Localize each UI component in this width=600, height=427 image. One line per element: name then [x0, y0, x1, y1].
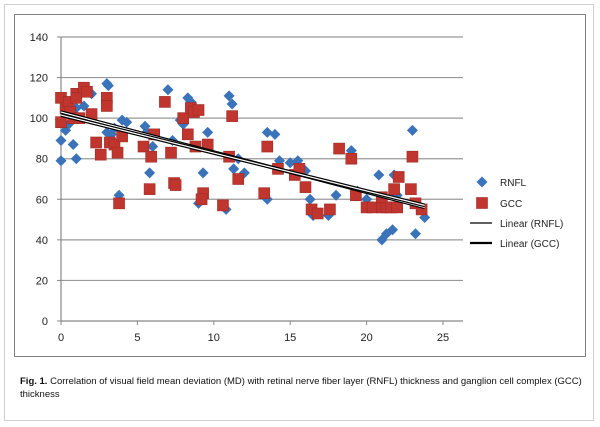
legend-label: GCC: [500, 199, 522, 210]
rnfl-point: [261, 126, 273, 138]
rnfl-point: [387, 224, 399, 236]
gcc-point: [345, 152, 358, 165]
gcc-point: [182, 128, 194, 141]
rnfl-point: [409, 228, 421, 240]
y-tick-label: 20: [36, 275, 48, 287]
gcc-point: [226, 110, 238, 122]
x-tick-label: 15: [284, 332, 296, 344]
rnfl-point: [70, 153, 82, 165]
gcc-point: [232, 173, 245, 185]
caption-text: Correlation of visual field mean deviati…: [20, 376, 582, 400]
gcc-point: [391, 201, 403, 214]
figure-caption: Fig. 1. Correlation of visual field mean…: [20, 375, 590, 401]
gcc-point: [217, 199, 229, 212]
gcc-point: [165, 146, 177, 159]
rnfl-point: [304, 193, 316, 205]
gcc-point: [406, 150, 419, 163]
legend-marker-gcc: [476, 197, 488, 209]
rnfl-point: [147, 141, 159, 153]
gcc-point: [388, 183, 400, 195]
x-tick-label: 0: [58, 332, 64, 344]
series-gcc: [55, 81, 428, 220]
rnfl-point: [197, 167, 209, 179]
legend-label: Linear (GCC): [500, 239, 559, 250]
rnfl-point: [228, 163, 240, 175]
rnfl-point: [162, 84, 174, 96]
rnfl-point: [406, 124, 418, 136]
y-tick-label: 60: [36, 194, 48, 206]
rnfl-point: [284, 157, 296, 169]
gcc-point: [94, 148, 107, 161]
trendline-gcc: [60, 114, 425, 206]
y-tick-label: 0: [42, 316, 48, 328]
y-tick-label: 120: [30, 73, 48, 85]
gcc-point: [405, 183, 417, 195]
gcc-point: [261, 140, 274, 153]
gcc-point: [258, 187, 271, 199]
legend-label: Linear (RNFL): [500, 219, 563, 230]
gcc-point: [299, 181, 312, 193]
gcc-point: [311, 207, 324, 220]
gcc-point: [101, 100, 113, 112]
gcc-point: [195, 193, 208, 206]
gcc-point: [70, 92, 83, 104]
x-tick-label: 20: [360, 332, 372, 344]
chart-area: [14, 14, 586, 357]
y-tick-label: 40: [36, 235, 48, 247]
gcc-point: [113, 197, 125, 210]
x-tick-label: 5: [134, 332, 140, 344]
rnfl-point: [223, 90, 235, 102]
rnfl-point: [67, 139, 79, 151]
gcc-point: [145, 150, 157, 163]
gcc-point: [159, 96, 171, 108]
rnfl-point: [102, 80, 114, 92]
rnfl-point: [226, 98, 238, 110]
gcc-point: [137, 140, 150, 153]
y-tick-label: 100: [30, 113, 48, 125]
gcc-point: [169, 179, 182, 191]
gcc-point: [324, 203, 336, 216]
legend-label: RNFL: [500, 178, 527, 189]
rnfl-point: [373, 169, 385, 181]
gcc-point: [333, 142, 345, 155]
x-tick-label: 10: [208, 332, 220, 344]
rnfl-point: [55, 134, 67, 146]
rnfl-point: [330, 189, 342, 201]
gcc-point: [55, 116, 67, 128]
figure-frame: [4, 4, 594, 421]
y-tick-label: 140: [30, 32, 48, 44]
rnfl-point: [121, 116, 133, 128]
caption-label: Fig. 1.: [20, 376, 48, 387]
rnfl-point: [202, 126, 214, 138]
gcc-point: [143, 183, 156, 195]
y-tick-label: 80: [36, 154, 48, 166]
rnfl-point: [55, 155, 67, 167]
rnfl-point: [269, 128, 281, 140]
gcc-point: [111, 146, 124, 159]
gcc-point: [177, 112, 190, 124]
rnfl-point: [144, 167, 156, 179]
legend-marker-rnfl: [476, 176, 488, 188]
gcc-point: [90, 136, 102, 149]
gcc-point: [192, 104, 205, 116]
gcc-point: [81, 85, 93, 98]
x-tick-label: 25: [437, 332, 449, 344]
gcc-point: [392, 171, 405, 183]
